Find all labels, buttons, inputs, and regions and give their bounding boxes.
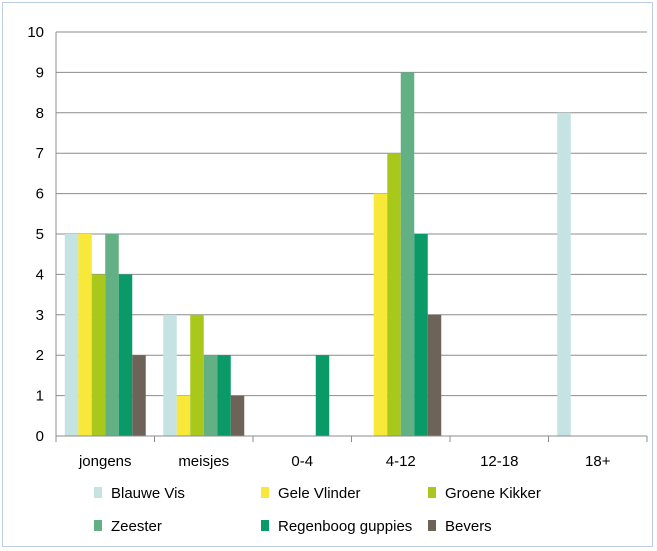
x-tick-label: 4-12 — [386, 453, 416, 470]
legend-item: Gele Vlinder — [261, 485, 361, 502]
legend-label: Groene Kikker — [445, 485, 541, 502]
y-tick-label: 2 — [36, 347, 44, 364]
bar-gele-vlinder-4-12 — [373, 193, 388, 436]
y-tick-label: 7 — [36, 145, 44, 162]
legend-label: Regenboog guppies — [278, 518, 412, 535]
x-tick-label: meisjes — [178, 453, 229, 470]
legend-label: Bevers — [445, 518, 492, 535]
y-tick-label: 10 — [27, 24, 44, 41]
y-tick-label: 4 — [36, 266, 44, 283]
legend-swatch — [94, 487, 102, 498]
bar-groene-kikker-4-12 — [387, 153, 401, 436]
legend-item: Bevers — [428, 518, 492, 535]
legend-swatch — [261, 520, 269, 531]
bar-regenboog-guppies-4-12 — [414, 234, 428, 436]
legend-item: Zeester — [94, 518, 162, 535]
y-tick-label: 9 — [36, 64, 44, 81]
bar-zeester-jongens — [105, 234, 119, 436]
bar-bevers-meisjes — [230, 395, 245, 436]
x-tick-label: 18+ — [585, 453, 611, 470]
bar-bevers-jongens — [132, 355, 146, 436]
legend-item: Regenboog guppies — [261, 518, 412, 535]
bar-regenboog-guppies-jongens — [118, 274, 133, 436]
bar-regenboog-guppies-0-4 — [315, 355, 330, 436]
legend-label: Blauwe Vis — [111, 485, 185, 502]
x-tick-label: jongens — [78, 453, 132, 470]
bar-bevers-4-12 — [427, 314, 442, 436]
y-tick-label: 1 — [36, 388, 44, 405]
legend-label: Zeester — [111, 518, 162, 535]
y-tick-label: 6 — [36, 186, 44, 203]
legend-item: Blauwe Vis — [94, 485, 185, 502]
legend-swatch — [94, 520, 102, 531]
x-axis-ticks: jongens meisjes 0-4 4-12 12-18 18+ — [55, 436, 648, 470]
bar-blauwe-vis-meisjes — [163, 314, 177, 436]
y-axis-ticks: 0 1 2 3 4 5 6 7 8 9 10 — [27, 24, 44, 445]
legend: Blauwe Vis Gele Vlinder Groene Kikker Zeest… — [94, 485, 541, 535]
bar-blauwe-vis-jongens — [64, 234, 79, 436]
legend-label: Gele Vlinder — [278, 485, 361, 502]
legend-swatch — [428, 520, 436, 531]
bar-gele-vlinder-jongens — [78, 234, 92, 436]
legend-swatch — [428, 487, 436, 498]
bar-gele-vlinder-meisjes — [176, 395, 191, 436]
bar-blauwe-vis-18+ — [557, 112, 571, 437]
y-tick-label: 0 — [36, 428, 44, 445]
bars — [64, 72, 571, 437]
bar-zeester-meisjes — [203, 355, 218, 436]
x-tick-label: 12-18 — [480, 453, 518, 470]
legend-item: Groene Kikker — [428, 485, 541, 502]
x-tick-label: 0-4 — [291, 453, 313, 470]
y-tick-label: 8 — [36, 105, 44, 122]
y-tick-label: 5 — [36, 226, 44, 243]
y-tick-label: 3 — [36, 307, 44, 324]
bar-groene-kikker-meisjes — [190, 314, 204, 436]
bar-regenboog-guppies-meisjes — [217, 355, 231, 436]
bar-groene-kikker-jongens — [91, 274, 106, 436]
bar-zeester-4-12 — [400, 72, 415, 437]
gridlines — [56, 31, 647, 397]
legend-swatch — [261, 487, 269, 498]
